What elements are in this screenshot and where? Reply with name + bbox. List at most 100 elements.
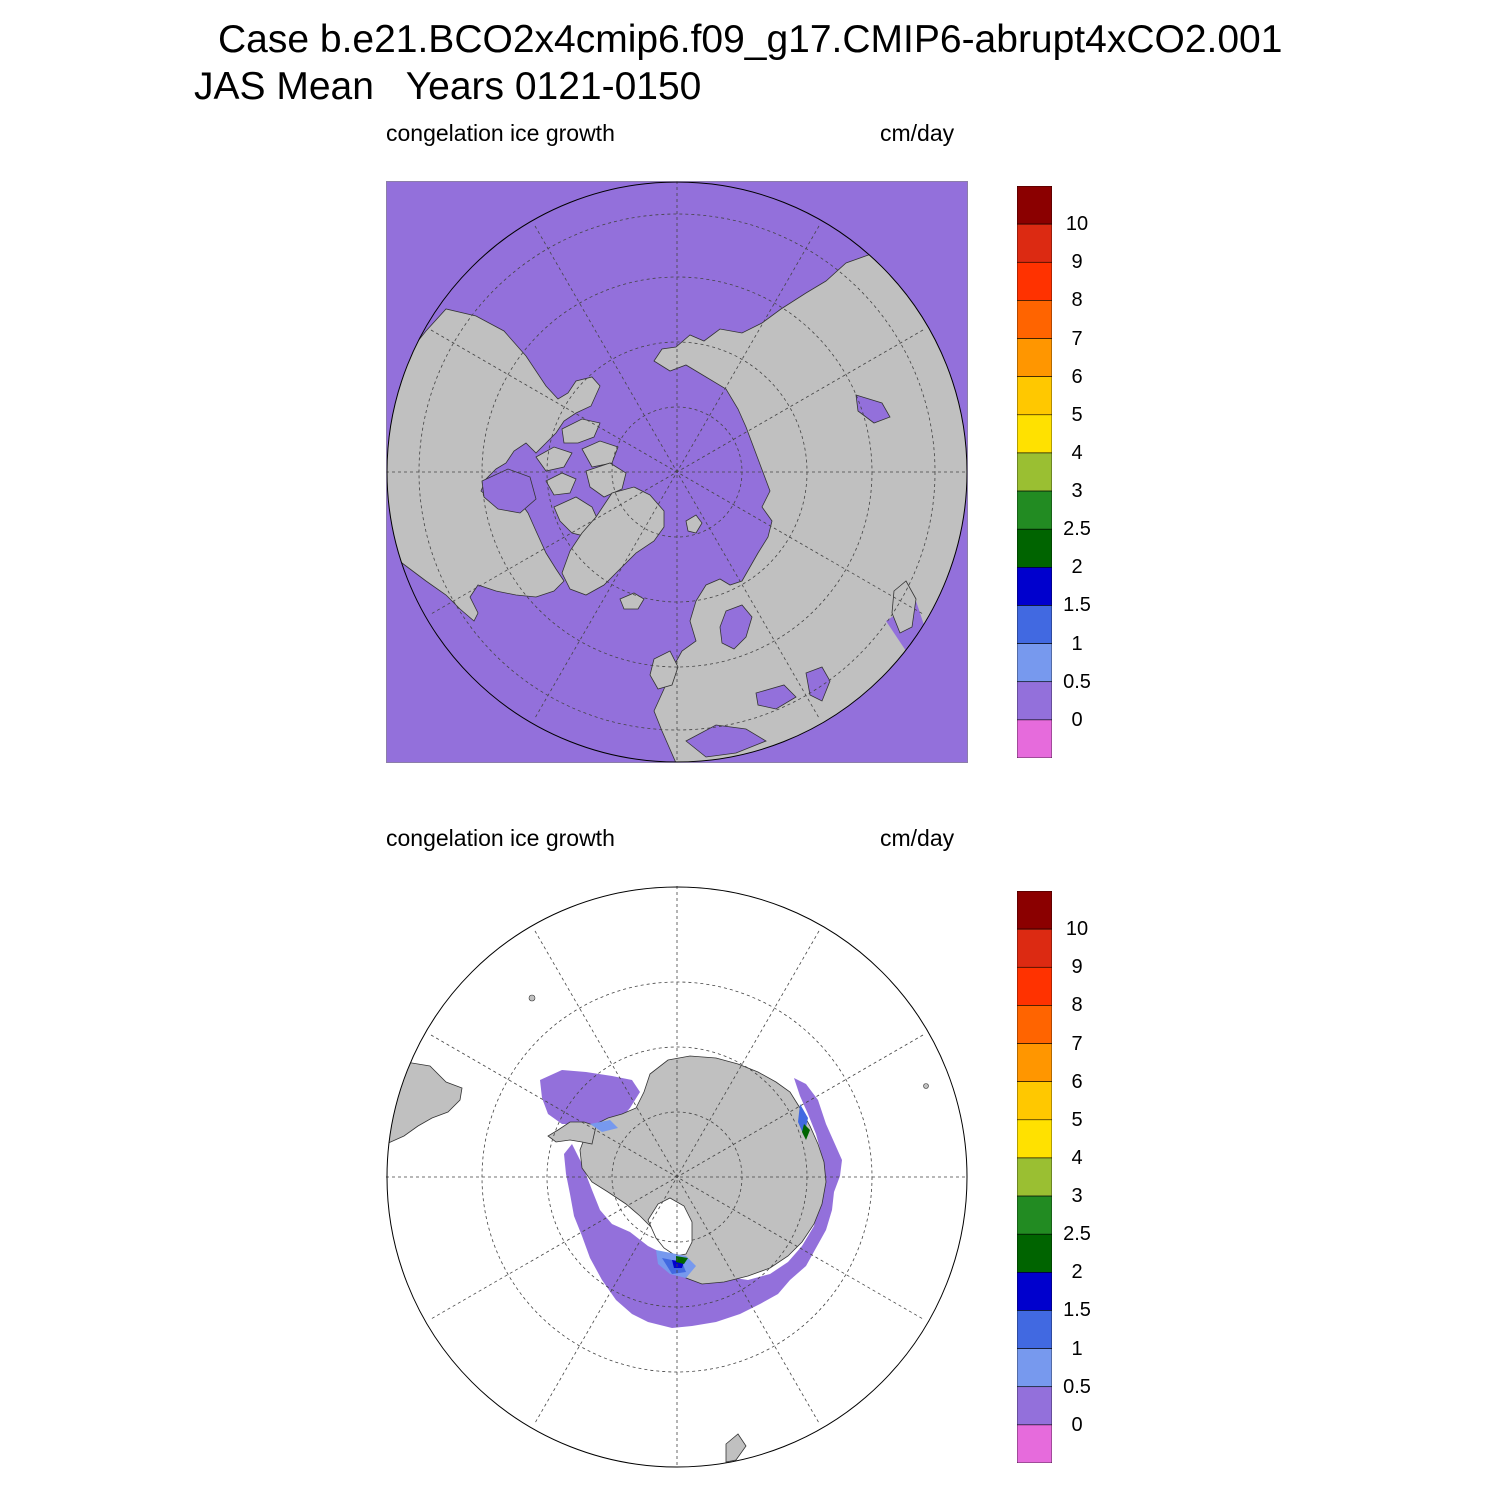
north-colorbar-tick-label: 1.5 [1063, 594, 1091, 617]
south-colorbar-swatches [1016, 890, 1053, 1464]
new-zealand [725, 1433, 747, 1463]
south-ice-growth-2 [676, 1256, 688, 1264]
north-colorbar-swatch [1016, 490, 1053, 530]
south-colorbar-tick-label: 4 [1071, 1146, 1083, 1169]
south-colorbar-swatch [1016, 1424, 1053, 1464]
black-sea [755, 684, 797, 710]
north-colorbar-tick-label: 8 [1071, 289, 1083, 312]
north-graticule [386, 181, 968, 763]
south-colorbar [1016, 890, 1053, 1464]
south-small-island-2 [923, 1083, 929, 1089]
antarctic-peninsula [547, 1121, 597, 1145]
south-colorbar-tick-label: 1 [1071, 1337, 1083, 1360]
north-colorbar-tick-label: 1 [1071, 632, 1083, 655]
south-america-tip [387, 1061, 463, 1145]
mediterranean-sea [685, 724, 767, 758]
south-colorbar-tick-label: 2 [1071, 1261, 1083, 1284]
south-colorbar-swatch [1016, 928, 1053, 968]
north-colorbar-tick-label: 0 [1071, 708, 1083, 731]
south-small-island [528, 994, 536, 1002]
north-colorbar-swatches [1016, 185, 1053, 759]
north-colorbar-swatch [1016, 605, 1053, 644]
north-colorbar-tick-label: 6 [1071, 365, 1083, 388]
south-colorbar-tick-label: 5 [1071, 1108, 1083, 1131]
north-colorbar-tick-label: 7 [1071, 327, 1083, 350]
south-colorbar-swatch [1016, 1386, 1053, 1426]
south-colorbar-tick-label: 6 [1071, 1070, 1083, 1093]
north-colorbar-tick-label: 0.5 [1063, 670, 1091, 693]
south-colorbar-swatch [1016, 1005, 1053, 1044]
south-ice-growth-2-east [802, 1124, 810, 1140]
north-colorbar-swatch [1016, 567, 1053, 606]
south-colorbar-swatch [1016, 1348, 1053, 1388]
north-colorbar-swatch [1016, 528, 1053, 568]
south-colorbar-swatch [1016, 1310, 1053, 1349]
arctic-archipelago-island-1 [561, 418, 601, 444]
north-colorbar [1016, 185, 1053, 759]
north-colorbar-tick-label: 10 [1065, 213, 1089, 236]
south-sea-ice-zero [540, 1070, 842, 1328]
south-ice-growth-0-5-weddell [590, 1120, 618, 1132]
greenland [561, 486, 665, 596]
north-colorbar-swatch [1016, 338, 1053, 377]
north-colorbar-tick-label: 3 [1071, 480, 1083, 503]
north-landmasses [387, 252, 967, 762]
south-colorbar-swatch [1016, 1119, 1053, 1159]
south-colorbar-tick-label: 0 [1071, 1413, 1083, 1436]
north-colorbar-swatch [1016, 223, 1053, 263]
south-colorbar-tick-label: 8 [1071, 994, 1083, 1017]
south-colorbar-swatch [1016, 890, 1053, 930]
baltic-sea [719, 604, 753, 650]
south-colorbar-tick-label: 0.5 [1063, 1375, 1091, 1398]
north-map-boundary [386, 181, 968, 763]
south-colorbar-swatch [1016, 1233, 1053, 1273]
north-panel-units-label: cm/day [880, 120, 955, 146]
south-colorbar-swatch [1016, 1272, 1053, 1311]
arctic-archipelago-island-4 [545, 472, 577, 496]
hudson-bay [481, 468, 537, 514]
south-panel-units-label: cm/day [880, 825, 955, 851]
north-map-frame [386, 181, 968, 763]
north-colorbar-swatch [1016, 300, 1053, 339]
svalbard [685, 514, 703, 534]
ellesmere-island [585, 462, 627, 498]
figure-title-case: Case b.e21.BCO2x4cmip6.f09_g17.CMIP6-abr… [218, 18, 1283, 61]
arctic-archipelago-island-2 [535, 446, 573, 472]
south-graticule [386, 886, 968, 1468]
caspian-sea [805, 666, 831, 702]
south-colorbar-tick-label: 2.5 [1063, 1223, 1091, 1246]
south-panel-variable-label: congelation ice growth [386, 825, 615, 851]
sea-of-okhotsk [855, 394, 891, 424]
north-colorbar-tick-label: 9 [1071, 251, 1083, 274]
north-colorbar-swatch [1016, 376, 1053, 416]
north-colorbar-swatch [1016, 681, 1053, 721]
south-map-boundary [386, 886, 968, 1468]
south-polar-map [386, 886, 968, 1468]
japan-islands [891, 580, 917, 634]
north-colorbar-swatch [1016, 261, 1053, 301]
figure-title-period: JAS Mean Years 0121-0150 [194, 65, 702, 108]
north-colorbar-tick-label: 2.5 [1063, 518, 1091, 541]
south-colorbar-swatch [1016, 1081, 1053, 1121]
north-colorbar-swatch [1016, 719, 1053, 759]
north-panel-variable-label: congelation ice growth [386, 120, 615, 146]
south-colorbar-tick-label: 3 [1071, 1185, 1083, 1208]
north-colorbar-swatch [1016, 643, 1053, 683]
north-colorbar-swatch [1016, 185, 1053, 225]
arctic-archipelago-island-3 [581, 440, 619, 468]
north-polar-map [386, 181, 968, 763]
north-colorbar-tick-label: 5 [1071, 403, 1083, 426]
iceland [619, 592, 645, 610]
south-colorbar-tick-label: 7 [1071, 1032, 1083, 1055]
north-colorbar-tick-label: 2 [1071, 556, 1083, 579]
north-colorbar-swatch [1016, 414, 1053, 454]
south-colorbar-swatch [1016, 1195, 1053, 1235]
south-colorbar-swatch [1016, 1043, 1053, 1082]
north-colorbar-swatch [1016, 452, 1053, 492]
south-colorbar-swatch [1016, 1157, 1053, 1197]
north-colorbar-tick-label: 4 [1071, 441, 1083, 464]
south-colorbar-tick-label: 9 [1071, 956, 1083, 979]
british-isles [649, 650, 679, 690]
south-colorbar-tick-label: 10 [1065, 918, 1089, 941]
south-colorbar-swatch [1016, 966, 1053, 1006]
